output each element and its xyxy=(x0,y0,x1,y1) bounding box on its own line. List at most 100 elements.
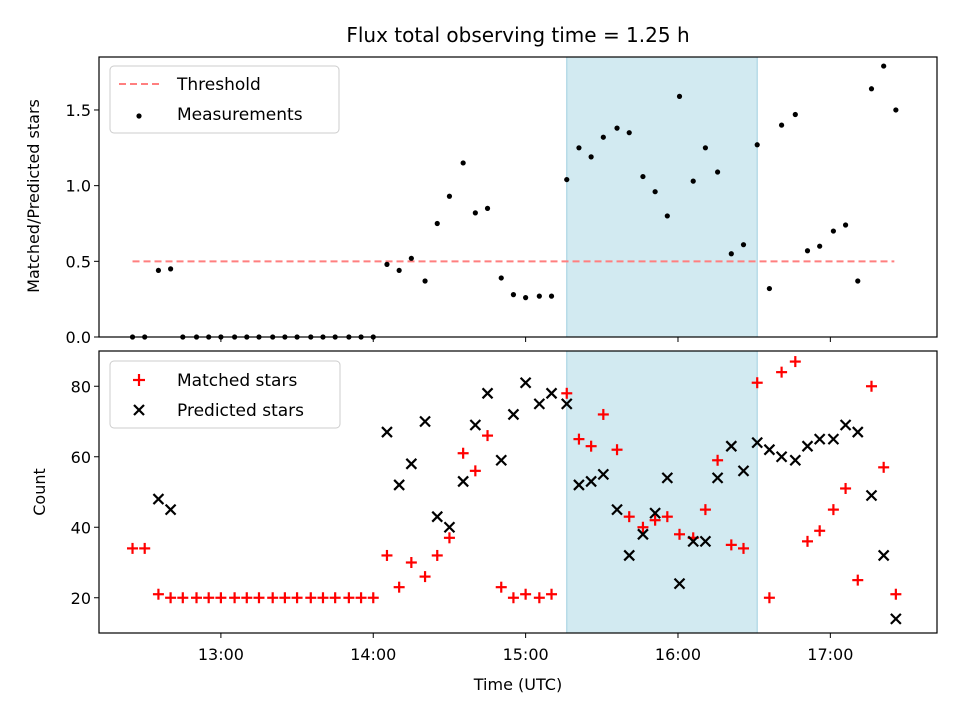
measurement-point xyxy=(564,176,570,183)
predicted-star-point xyxy=(495,454,508,467)
measurement-point xyxy=(652,189,658,195)
predicted-star-point xyxy=(623,549,636,562)
measurement-point xyxy=(728,251,734,257)
matched-star-point xyxy=(317,592,329,604)
predicted-star-point xyxy=(405,458,418,470)
measurement-point xyxy=(664,213,670,219)
matched-star-point xyxy=(712,454,724,466)
matched-star-point xyxy=(405,557,417,568)
matched-star-point xyxy=(725,539,737,551)
matched-star-point xyxy=(852,574,864,586)
matched-star-point xyxy=(165,592,177,604)
bottom-y-tick-label: 40 xyxy=(71,518,91,537)
matched-star-point xyxy=(241,592,253,604)
predicted-star-point xyxy=(751,436,763,449)
matched-star-point xyxy=(431,549,443,561)
matched-star-point xyxy=(305,592,317,604)
matched-star-point xyxy=(229,592,241,604)
legend-measurements-label: Measurements xyxy=(177,105,303,125)
measurement-point xyxy=(408,255,414,261)
count-panel: 20 40 60 80 13:00 14:00 15:00 16:00 17:00 Count… xyxy=(30,350,938,694)
predicted-star-point xyxy=(813,433,826,445)
matched-star-point xyxy=(533,592,545,604)
predicted-star-point xyxy=(775,450,788,463)
matched-star-point xyxy=(865,380,877,392)
matched-star-point xyxy=(495,581,507,593)
bottom-y-axis-label: Count xyxy=(30,468,49,516)
matched-star-point xyxy=(203,592,215,604)
matched-star-point xyxy=(507,592,519,604)
matched-star-point xyxy=(840,482,852,494)
top-x-ticks xyxy=(220,337,831,342)
measurement-point xyxy=(155,267,162,274)
matched-star-point xyxy=(419,571,431,583)
predicted-star-point xyxy=(469,419,482,431)
predicted-star-point xyxy=(687,535,699,548)
top-y-ticks: 0.0 0.5 1.0 1.5 xyxy=(66,101,99,347)
matched-star-point xyxy=(890,588,902,600)
measurement-point xyxy=(510,292,517,298)
measurement-point xyxy=(702,145,709,151)
measurement-point xyxy=(614,125,620,131)
matched-star-point xyxy=(457,447,469,459)
predicted-star-point xyxy=(381,426,393,438)
matched-star-point xyxy=(827,504,839,516)
measurement-point xyxy=(422,278,428,284)
measurement-point xyxy=(714,169,721,175)
x-tick-label: 13:00 xyxy=(198,645,244,664)
predicted-star-point xyxy=(827,433,840,445)
legend-threshold-label: Threshold xyxy=(176,75,261,95)
predicted-star-point xyxy=(839,419,852,431)
matched-star-point xyxy=(661,511,673,523)
matched-star-point xyxy=(520,588,532,600)
predicted-star-point xyxy=(711,472,724,484)
matched-star-point xyxy=(393,581,405,593)
measurement-point xyxy=(792,111,798,118)
predicted-star-point xyxy=(649,507,661,519)
top-legend-box xyxy=(109,65,340,134)
x-axis-label: Time (UTC) xyxy=(473,675,562,694)
matched-star-point xyxy=(814,525,826,537)
matched-star-point xyxy=(381,549,393,561)
ratio-panel: 0.0 0.5 1.0 1.5 Flux total observing time =… xyxy=(24,23,938,347)
legend-matched-label: Matched stars xyxy=(177,371,297,391)
predicted-star-point xyxy=(152,493,165,505)
predicted-star-point xyxy=(877,549,890,562)
matched-star-point xyxy=(585,440,597,452)
predicted-star-point xyxy=(431,510,444,523)
matched-star-point xyxy=(776,366,788,378)
measurement-point xyxy=(446,193,453,199)
predicted-star-point xyxy=(519,376,532,389)
measurement-point xyxy=(548,293,555,299)
measurement-point xyxy=(472,210,478,216)
predicted-star-point xyxy=(801,440,814,452)
measurement-point xyxy=(830,228,836,234)
measurement-point xyxy=(168,266,174,272)
predicted-star-point xyxy=(597,468,610,481)
measurement-point xyxy=(536,293,542,299)
measurement-point xyxy=(484,205,491,211)
predicted-star-point xyxy=(699,535,712,548)
measurement-point xyxy=(600,134,606,140)
matched-star-point xyxy=(127,542,139,554)
predicted-star-point xyxy=(393,479,405,491)
measurement-point xyxy=(523,295,529,301)
predicted-star-point xyxy=(545,387,558,400)
matched-star-point xyxy=(367,592,379,604)
matched-star-point xyxy=(801,535,813,547)
predicted-star-point xyxy=(673,577,686,590)
matched-star-point xyxy=(482,430,494,442)
measurement-point xyxy=(778,122,785,128)
predicted-star-point xyxy=(637,528,649,541)
measurement-point xyxy=(640,173,646,180)
bottom-legend: Matched stars Predicted stars xyxy=(109,360,341,429)
matched-star-point xyxy=(649,514,661,526)
matched-star-point xyxy=(139,542,151,554)
measurement-point xyxy=(384,261,390,267)
predicted-star-point xyxy=(585,475,597,488)
predicted-star-point xyxy=(661,472,674,484)
matched-star-point xyxy=(267,592,279,604)
measurement-point xyxy=(893,107,899,113)
matched-star-point xyxy=(623,511,635,523)
matched-star-point xyxy=(699,504,711,516)
